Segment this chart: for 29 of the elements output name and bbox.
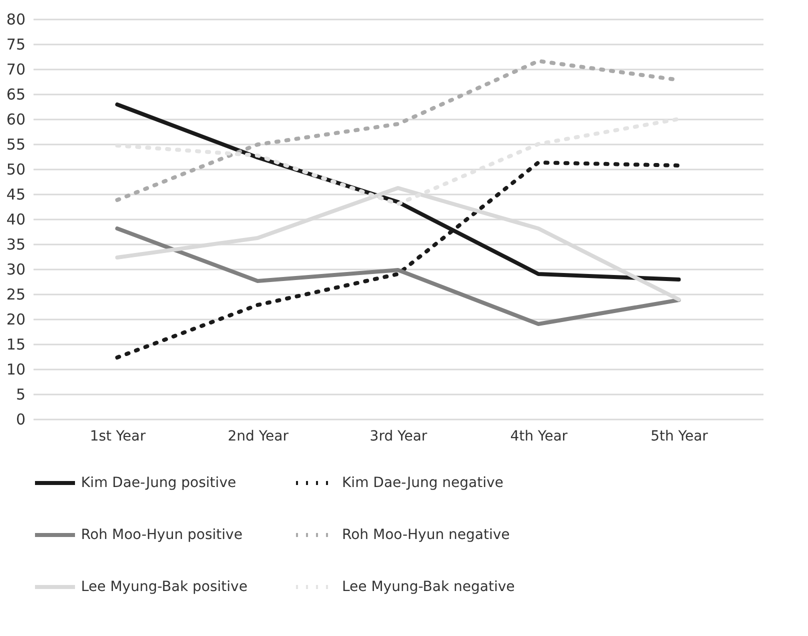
legend-label: Kim Dae-Jung negative bbox=[342, 475, 504, 491]
y-tick-label: 10 bbox=[6, 360, 26, 378]
x-tick-label: 2nd Year bbox=[228, 428, 289, 444]
y-tick-label: 70 bbox=[6, 60, 26, 78]
y-tick-label: 60 bbox=[6, 110, 26, 128]
y-tick-label: 5 bbox=[16, 386, 26, 404]
y-tick-label: 35 bbox=[6, 236, 26, 254]
y-tick-label: 80 bbox=[6, 10, 26, 28]
y-tick-label: 65 bbox=[6, 86, 26, 104]
y-tick-label: 0 bbox=[16, 410, 26, 428]
x-tick-label: 1st Year bbox=[90, 428, 146, 444]
legend-label: Lee Myung-Bak negative bbox=[342, 579, 515, 595]
x-tick-label: 3rd Year bbox=[370, 428, 428, 444]
legend-label: Roh Moo-Hyun negative bbox=[342, 527, 510, 543]
y-tick-label: 75 bbox=[6, 36, 26, 54]
y-tick-label: 25 bbox=[6, 286, 26, 304]
y-tick-label: 55 bbox=[6, 136, 26, 154]
x-tick-label: 4th Year bbox=[510, 428, 568, 444]
y-tick-label: 15 bbox=[6, 336, 26, 354]
y-tick-label: 50 bbox=[6, 160, 26, 178]
legend-label: Roh Moo-Hyun positive bbox=[81, 527, 242, 543]
line-series bbox=[115, 226, 681, 326]
y-tick-label: 40 bbox=[6, 210, 26, 228]
y-tick-label: 30 bbox=[6, 260, 26, 278]
x-tick-label: 5th Year bbox=[650, 428, 708, 444]
y-tick-label: 45 bbox=[6, 186, 26, 204]
legend-label: Lee Myung-Bak positive bbox=[81, 579, 248, 595]
legend-label: Kim Dae-Jung positive bbox=[81, 475, 236, 491]
y-tick-label: 20 bbox=[6, 310, 26, 328]
